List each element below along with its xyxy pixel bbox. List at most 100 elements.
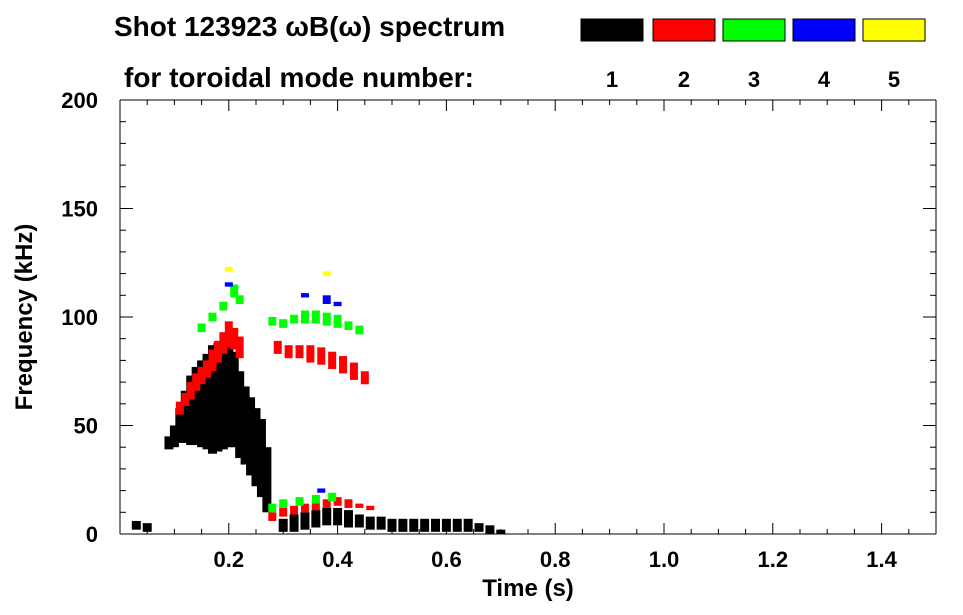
spectrum-mark-mode2-1 bbox=[181, 392, 190, 406]
spectrum-mark-mode3-10 bbox=[322, 312, 331, 326]
spectrum-mark-mode1-18 bbox=[262, 447, 272, 513]
spectrum-mark-mode2-30 bbox=[366, 505, 375, 511]
spectrum-mark-mode1-35 bbox=[452, 518, 462, 532]
spectrum-mark-mode1-7 bbox=[202, 353, 212, 450]
axis-tick-labels: 0.2 0.4 0.6 0.8 1.0 1.2 1.4 0 50 100 150 200 bbox=[61, 88, 897, 572]
spectrum-mark-mode3-5 bbox=[268, 317, 277, 326]
spectrum-mark-mode2-24 bbox=[300, 503, 309, 513]
spectrum-mark-mode2-20 bbox=[360, 371, 369, 385]
legend-label-4: 4 bbox=[818, 67, 831, 92]
spectrum-mark-mode2-19 bbox=[349, 362, 358, 380]
spectrum-mark-mode2-29 bbox=[355, 503, 364, 508]
spectrum-mark-mode1-5 bbox=[191, 366, 201, 446]
spectrum-mark-mode2-21 bbox=[268, 512, 277, 521]
spectrum-mark-mode1-11 bbox=[224, 338, 234, 448]
spectrum-mark-mode1-2 bbox=[175, 408, 185, 443]
spectrum-mark-mode1-4 bbox=[186, 375, 196, 446]
spectrum-mark-mode5-1 bbox=[224, 267, 233, 272]
spectrum-mark-mode1-14 bbox=[240, 386, 250, 465]
spectrum-mark-mode4-3 bbox=[333, 301, 342, 307]
spectrum-mark-mode4-0 bbox=[224, 282, 233, 287]
x-tick-label-3: 0.8 bbox=[540, 547, 571, 572]
spectrum-mark-mode2-3 bbox=[192, 373, 201, 391]
spectrum-mark-mode1-9 bbox=[213, 343, 223, 452]
legend-label-1: 1 bbox=[606, 67, 618, 92]
spectrum-mark-mode1-23 bbox=[322, 507, 332, 526]
spectrum-mark-mode3-7 bbox=[290, 314, 299, 324]
chart-title: Shot 123923 ωB(ω) spectrum bbox=[114, 11, 505, 42]
spectrum-mark-mode1-10 bbox=[218, 340, 228, 450]
spectrum-mark-mode1-0 bbox=[164, 436, 174, 450]
spectrum-mark-mode1-19 bbox=[278, 518, 288, 532]
x-tick-label-4: 1.0 bbox=[649, 547, 680, 572]
spectrum-mark-mode3-14 bbox=[268, 503, 277, 513]
spectrum-mark-mode1-30 bbox=[398, 518, 408, 532]
y-tick-label-0: 0 bbox=[86, 522, 98, 547]
spectrum-mark-mode3-3 bbox=[230, 284, 239, 298]
spectrum-mark-mode1-38 bbox=[485, 525, 495, 534]
spectrum-image bbox=[131, 267, 506, 534]
x-tick-label-1: 0.4 bbox=[322, 547, 353, 572]
spectrum-mark-mode1-3 bbox=[180, 390, 190, 443]
legend-label-3: 3 bbox=[748, 67, 760, 92]
spectrum-mark-mode1-41 bbox=[131, 520, 141, 530]
spectrum-mark-mode2-15 bbox=[306, 345, 315, 363]
spectrum-mark-mode1-16 bbox=[251, 408, 261, 487]
plot-axes-frame bbox=[119, 99, 937, 535]
spectrum-mark-mode2-8 bbox=[219, 332, 228, 354]
spectrum-mark-mode2-10 bbox=[230, 327, 239, 350]
spectrum-mark-mode2-11 bbox=[235, 336, 244, 359]
y-axis-label: Frequency (kHz) bbox=[11, 224, 38, 411]
spectrum-mark-mode2-14 bbox=[295, 345, 304, 359]
y-tick-label-3: 150 bbox=[61, 197, 98, 222]
spectrum-mark-mode3-4 bbox=[235, 295, 244, 304]
spectrum-mark-mode1-24 bbox=[333, 507, 343, 526]
x-tick-label-5: 1.2 bbox=[758, 547, 789, 572]
spectrum-mark-mode3-15 bbox=[279, 499, 288, 508]
legend-swatch-3 bbox=[722, 18, 786, 42]
spectrum-mark-mode2-4 bbox=[197, 366, 206, 385]
spectrum-mark-mode1-17 bbox=[256, 418, 266, 498]
legend-label-2: 2 bbox=[678, 67, 690, 92]
spectrum-mark-mode5-0 bbox=[322, 271, 331, 276]
spectrum-mark-mode3-17 bbox=[311, 494, 320, 504]
legend-swatch-2 bbox=[652, 18, 716, 42]
spectrum-mark-mode2-25 bbox=[311, 501, 320, 511]
spectrum-mark-mode3-6 bbox=[279, 319, 288, 328]
legend-swatch-5 bbox=[862, 18, 926, 42]
spectrum-mark-mode3-2 bbox=[219, 301, 228, 311]
spectrum-mark-mode2-28 bbox=[344, 499, 353, 508]
spectrum-mark-mode1-8 bbox=[207, 345, 217, 454]
spectrum-mark-mode2-22 bbox=[279, 507, 288, 517]
spectrum-mark-mode2-23 bbox=[290, 505, 299, 515]
x-tick-label-6: 1.4 bbox=[866, 547, 897, 572]
spectrum-mark-mode1-22 bbox=[311, 510, 321, 528]
spectrum-mark-mode3-16 bbox=[295, 497, 304, 506]
spectrum-mark-mode3-9 bbox=[311, 310, 320, 324]
spectrum-mark-mode1-28 bbox=[376, 516, 386, 530]
spectrum-mark-mode2-27 bbox=[333, 497, 342, 506]
spectrum-mark-mode1-29 bbox=[387, 518, 397, 532]
spectrum-mark-mode4-2 bbox=[322, 295, 331, 304]
legend: 1 2 3 4 5 bbox=[580, 18, 926, 92]
spectrum-mark-mode1-15 bbox=[246, 397, 256, 476]
chart-subtitle: for toroidal mode number: bbox=[124, 62, 474, 93]
spectrum-mark-mode3-8 bbox=[300, 310, 309, 324]
legend-swatch-4 bbox=[792, 18, 856, 42]
y-tick-label-4: 200 bbox=[61, 88, 98, 113]
legend-swatch-1 bbox=[580, 18, 644, 42]
spectrum-mark-mode1-21 bbox=[300, 512, 310, 530]
spectrum-mark-mode2-6 bbox=[208, 349, 217, 372]
spectrum-mark-mode3-12 bbox=[344, 321, 353, 331]
spectrum-mark-mode3-11 bbox=[333, 314, 342, 328]
spectrum-mark-mode2-16 bbox=[317, 347, 326, 365]
spectrum-mark-mode4-1 bbox=[300, 293, 309, 298]
spectrum-mark-mode1-37 bbox=[474, 523, 484, 532]
x-tick-label-2: 0.6 bbox=[431, 547, 462, 572]
spectrum-mark-mode2-9 bbox=[224, 321, 233, 348]
spectrum-mark-mode2-0 bbox=[175, 401, 184, 415]
spectrum-mark-mode2-5 bbox=[203, 360, 212, 378]
spectrum-mark-mode1-1 bbox=[169, 425, 179, 448]
y-tick-label-2: 100 bbox=[61, 305, 98, 330]
